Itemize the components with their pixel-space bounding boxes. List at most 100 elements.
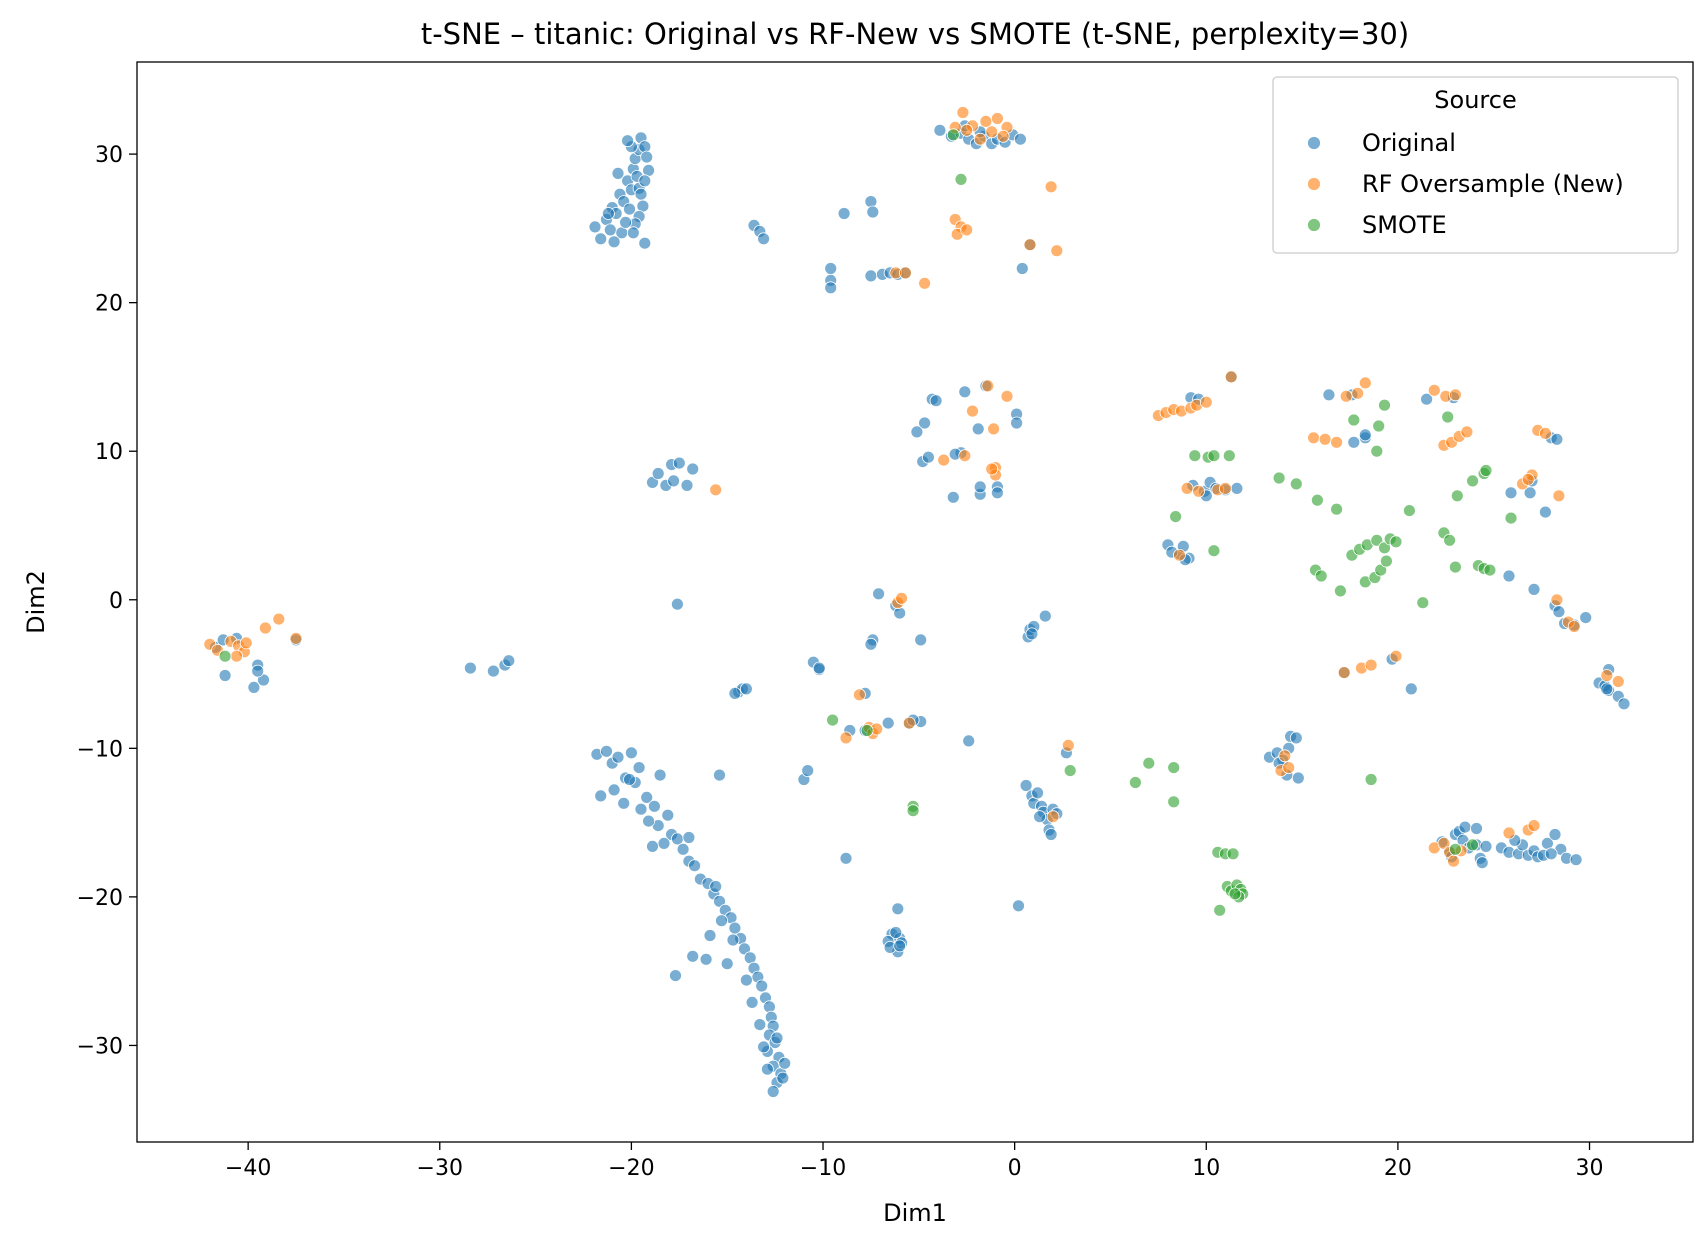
chart-title: t-SNE – titanic: Original vs RF-New vs S…: [421, 17, 1409, 51]
scatter-point: [1289, 731, 1303, 745]
scatter-point: [715, 914, 728, 928]
scatter-point: [881, 716, 895, 730]
scatter-point: [699, 952, 713, 966]
scatter-point: [740, 973, 753, 987]
scatter-point: [902, 716, 916, 730]
scatter-point: [686, 462, 700, 476]
scatter-point: [1050, 244, 1064, 258]
scatter-point: [753, 1018, 767, 1031]
scatter-point: [607, 783, 621, 797]
scatter-point: [770, 1031, 784, 1045]
series-smote: [218, 128, 1518, 917]
scatter-point: [826, 713, 839, 727]
scatter-point: [1404, 682, 1418, 696]
scatter-point: [973, 480, 987, 494]
scatter-point: [971, 422, 985, 436]
legend-box: [1272, 76, 1679, 254]
scatter-point: [1063, 764, 1077, 777]
scatter-point: [985, 125, 999, 139]
scatter-point: [1470, 822, 1483, 835]
scatter-point: [954, 172, 968, 186]
x-tick-label: 0: [1008, 1156, 1022, 1181]
scatter-point: [1010, 416, 1023, 430]
scatter-point: [987, 422, 1000, 436]
scatter-point: [1441, 410, 1455, 424]
scatter-point: [607, 235, 621, 249]
scatter-point: [1450, 489, 1464, 503]
y-axis-label: Dim2: [22, 570, 50, 634]
scatter-point: [502, 654, 516, 668]
scatter-point: [979, 115, 993, 128]
scatter-point: [962, 734, 976, 748]
scatter-point: [1213, 903, 1227, 917]
scatter-point: [1378, 398, 1391, 412]
scatter-point: [1483, 563, 1497, 577]
scatter-point: [864, 637, 878, 651]
legend-marker: [1307, 136, 1321, 150]
scatter-point: [634, 802, 648, 816]
scatter-point: [1278, 749, 1292, 763]
scatter-point: [1061, 739, 1075, 752]
scatter-point: [1458, 820, 1472, 834]
scatter-point: [594, 232, 608, 246]
points-layer: [203, 106, 1631, 1098]
scatter-point: [1600, 669, 1614, 682]
scatter-point: [709, 483, 723, 497]
series-original: [209, 119, 1631, 1098]
scatter-point: [1291, 771, 1305, 785]
scatter-point: [899, 266, 912, 280]
scatter-point: [1504, 511, 1518, 525]
scatter-point: [1199, 395, 1213, 409]
y-tick-label: 30: [95, 143, 123, 168]
scatter-point: [588, 220, 602, 234]
scatter-point: [929, 394, 943, 408]
scatter-point: [1527, 819, 1541, 832]
scatter-point: [824, 281, 838, 295]
scatter-point: [853, 688, 866, 702]
scatter-point: [1466, 474, 1479, 488]
scatter-point: [1502, 569, 1516, 583]
scatter-point: [1479, 464, 1493, 477]
scatter-point: [1033, 810, 1046, 824]
scatter-point: [1364, 658, 1378, 672]
scatter-point: [1207, 544, 1221, 558]
legend-marker: [1307, 177, 1321, 191]
scatter-point: [1539, 426, 1552, 440]
scatter-point: [1600, 682, 1614, 696]
scatter-point: [1167, 795, 1181, 809]
scatter-point: [1372, 419, 1386, 433]
scatter-point: [1337, 666, 1351, 679]
scatter-point: [958, 385, 972, 399]
scatter-point: [1347, 435, 1361, 449]
scatter-point: [218, 649, 232, 663]
scatter-point: [667, 474, 680, 488]
scatter-point: [1169, 510, 1182, 523]
x-tick-label: 30: [1576, 1156, 1604, 1181]
scatter-point: [1552, 605, 1566, 619]
scatter-point: [1023, 238, 1037, 252]
scatter-point: [1521, 472, 1535, 486]
scatter-point: [1334, 584, 1347, 598]
scatter-point: [642, 814, 655, 828]
scatter-point: [713, 894, 726, 908]
scatter-point: [661, 808, 675, 822]
scatter-point: [671, 597, 684, 611]
scatter-point: [776, 1071, 790, 1085]
scatter-point: [745, 996, 759, 1009]
legend-items: Original RF Oversample (New) SMOTE: [1307, 129, 1624, 239]
scatter-point: [864, 195, 878, 209]
scatter-point: [626, 226, 640, 240]
scatter-point: [910, 425, 924, 439]
scatter-point: [757, 1040, 770, 1054]
scatter-point: [594, 789, 608, 803]
scatter-point: [1015, 262, 1029, 275]
legend-label: Original: [1362, 129, 1456, 157]
scatter-point: [676, 842, 690, 856]
scatter-point: [728, 687, 742, 700]
scatter-point: [757, 232, 770, 246]
scatter-point: [634, 187, 648, 201]
scatter-point: [603, 223, 617, 237]
scatter-point: [709, 880, 723, 893]
scatter-point: [258, 621, 272, 635]
scatter-point: [1044, 828, 1058, 841]
